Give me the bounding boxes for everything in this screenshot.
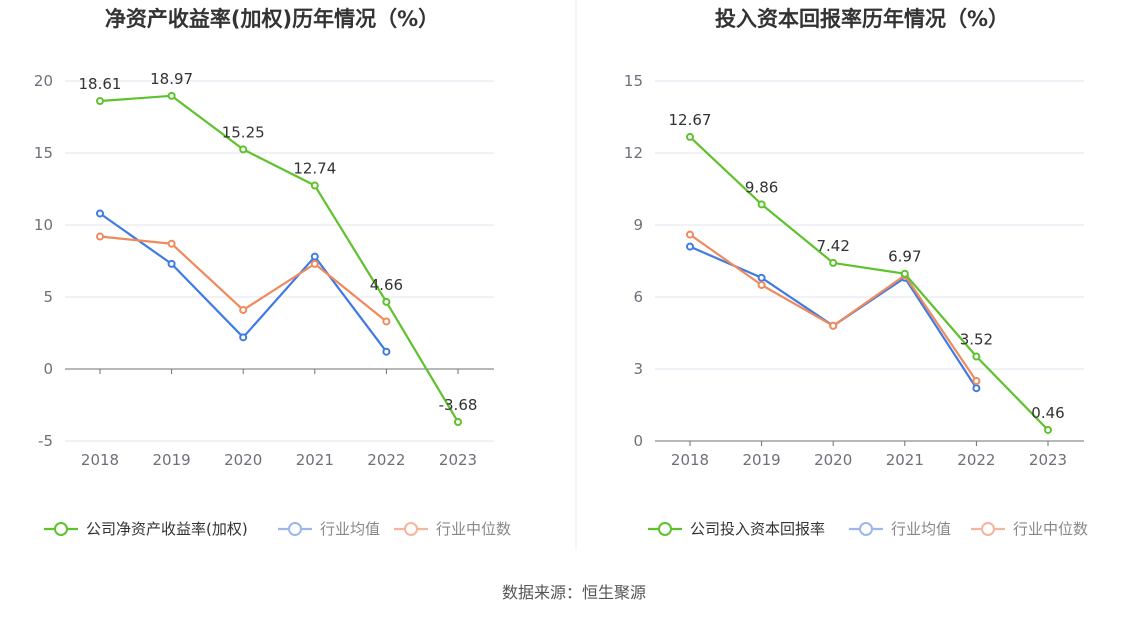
data-point <box>96 209 104 218</box>
data-label: 0.46 <box>1031 404 1064 422</box>
data-point <box>686 242 694 251</box>
data-point <box>757 281 766 289</box>
data-point <box>686 230 694 239</box>
data-point <box>454 417 462 426</box>
source-note: 数据来源：恒生聚源 <box>502 583 646 602</box>
x-tick-label: 2019 <box>153 451 191 469</box>
x-tick-label: 2020 <box>814 451 852 469</box>
y-tick-label: 5 <box>43 288 53 306</box>
data-point <box>829 321 838 330</box>
data-label: -3.68 <box>439 396 478 414</box>
data-point <box>382 347 391 356</box>
data-point <box>972 352 981 361</box>
data-point <box>382 317 391 326</box>
y-tick-label: 12 <box>624 144 643 162</box>
data-point <box>900 269 909 278</box>
y-tick-label: 15 <box>34 144 53 162</box>
x-tick-label: 2018 <box>671 451 709 469</box>
x-tick-label: 2018 <box>81 451 119 469</box>
legend-swatch-marker <box>859 522 873 536</box>
y-tick-label: 0 <box>43 360 53 378</box>
data-point <box>757 273 766 282</box>
data-label: 6.97 <box>888 248 921 266</box>
y-tick-label: 3 <box>633 360 643 378</box>
y-tick-label: 6 <box>633 288 643 306</box>
chart-title: 投入资本回报率历年情况（%） <box>715 7 1009 31</box>
data-label: 9.86 <box>745 178 778 196</box>
data-label: 12.74 <box>293 160 336 178</box>
chart-title: 净资产收益率(加权)历年情况（%） <box>105 7 439 31</box>
x-tick-label: 2020 <box>224 451 262 469</box>
data-point <box>310 252 319 261</box>
legend-swatch-marker <box>54 522 68 536</box>
x-tick-label: 2021 <box>886 451 924 469</box>
data-point <box>310 259 319 268</box>
data-label: 4.66 <box>370 276 403 294</box>
data-point <box>167 259 176 268</box>
data-point <box>686 132 694 141</box>
data-point <box>167 239 176 248</box>
x-tick-label: 2021 <box>296 451 334 469</box>
y-tick-label: -5 <box>38 432 53 450</box>
data-point <box>972 384 981 393</box>
roe-chart: 净资产收益率(加权)历年情况（%） -5 0 5 10 15 20 2018 2019 2020 2… <box>34 7 511 538</box>
legend-label: 行业中位数 <box>1013 520 1088 538</box>
data-point <box>382 297 391 306</box>
y-tick-label: 10 <box>34 216 53 234</box>
data-label: 18.97 <box>150 70 193 88</box>
y-tick-label: 0 <box>633 432 643 450</box>
data-label: 15.25 <box>222 123 265 141</box>
series-line <box>99 94 459 423</box>
legend-label: 行业均值 <box>891 520 951 538</box>
data-label: 7.42 <box>816 237 849 255</box>
data-point <box>757 200 766 209</box>
y-tick-label: 9 <box>633 216 643 234</box>
roic-chart: 投入资本回报率历年情况（%） 0 3 6 9 12 15 2018 2019 2020 2021 20… <box>624 7 1088 538</box>
x-tick-label: 2022 <box>957 451 995 469</box>
data-label: 3.52 <box>960 331 993 349</box>
data-point <box>1044 425 1052 434</box>
legend-swatch-marker <box>288 522 302 536</box>
y-tick-label: 20 <box>34 72 53 90</box>
legend-label: 行业中位数 <box>436 520 511 538</box>
data-label: 12.67 <box>669 111 712 129</box>
data-point <box>239 333 248 342</box>
data-point <box>972 377 981 385</box>
legend-label: 公司投入资本回报率 <box>690 520 825 538</box>
x-tick-label: 2019 <box>743 451 781 469</box>
series-line <box>99 212 388 353</box>
legend-swatch-marker <box>981 522 995 536</box>
data-label: 18.61 <box>79 75 122 93</box>
x-tick-label: 2023 <box>439 451 477 469</box>
data-point <box>167 91 176 100</box>
data-point <box>239 305 248 314</box>
data-point <box>96 232 104 241</box>
data-point <box>310 181 319 190</box>
legend-swatch-marker <box>658 522 672 536</box>
x-tick-label: 2022 <box>367 451 405 469</box>
legend-label: 行业均值 <box>320 520 380 538</box>
y-tick-label: 15 <box>624 72 643 90</box>
legend-swatch-marker <box>404 522 418 536</box>
data-point <box>96 97 104 106</box>
x-tick-label: 2023 <box>1029 451 1067 469</box>
series-line <box>689 136 1049 431</box>
legend-label: 公司净资产收益率(加权) <box>86 520 248 538</box>
data-point <box>829 258 838 267</box>
data-point <box>239 145 248 154</box>
